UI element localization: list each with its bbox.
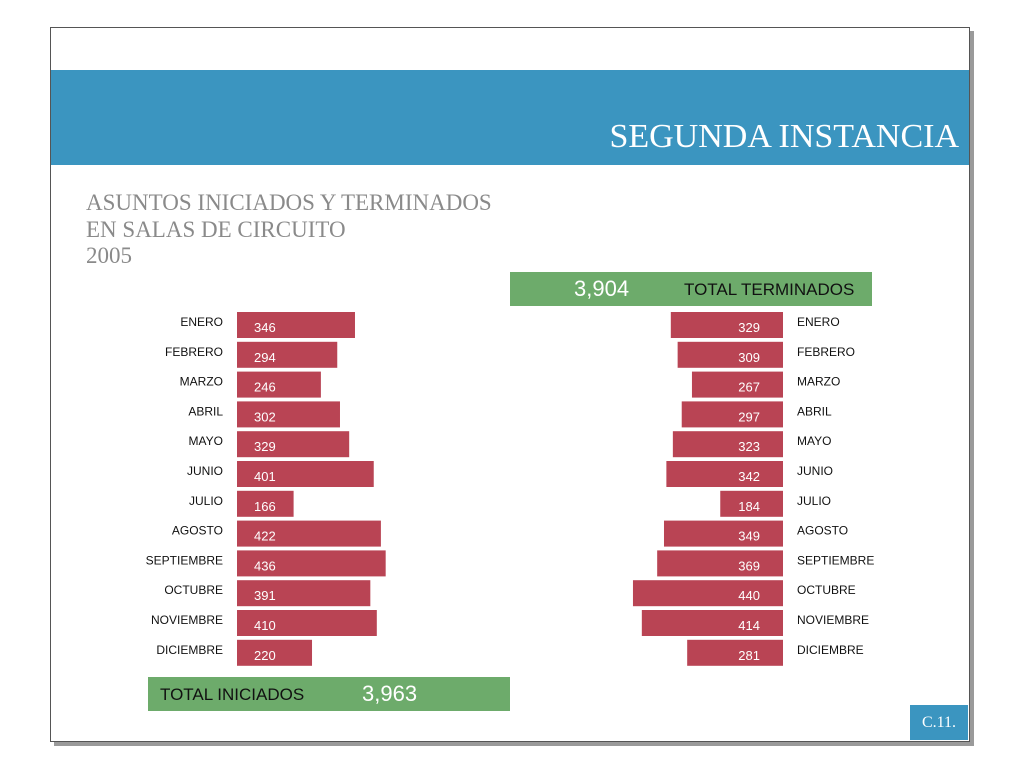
terminados-bar-septiembre [657, 550, 783, 577]
terminados-label-noviembre: NOVIEMBRE [797, 613, 869, 627]
terminados-bar-enero [670, 312, 783, 338]
chart-subtitle: ASUNTOS INICIADOS Y TERMINADOS EN SALAS … [86, 190, 492, 270]
iniciados-bar-marzo [237, 371, 321, 398]
iniciados-value-mayo: 329 [254, 439, 276, 454]
terminados-value-marzo: 267 [738, 380, 760, 395]
iniciados-value-enero: 346 [254, 320, 276, 335]
terminados-bar-julio [720, 490, 783, 517]
total-iniciados-box: TOTAL INICIADOS 3,963 [148, 677, 510, 711]
subtitle-line-2: EN SALAS DE CIRCUITO [86, 216, 346, 242]
title-banner: SEGUNDA INSTANCIA [51, 70, 969, 165]
iniciados-bar-julio [237, 490, 294, 517]
terminados-label-septiembre: SEPTIEMBRE [797, 553, 874, 567]
iniciados-label-enero: ENERO [180, 315, 223, 329]
iniciados-value-febrero: 294 [254, 350, 276, 365]
iniciados-bar-octubre [237, 580, 371, 607]
iniciados-label-noviembre: NOVIEMBRE [151, 613, 223, 627]
iniciados-value-marzo: 246 [254, 380, 276, 395]
terminados-value-octubre: 440 [738, 588, 760, 603]
iniciados-label-abril: ABRIL [188, 404, 223, 418]
subtitle-line-3: 2005 [86, 243, 132, 268]
iniciados-bar-enero [237, 312, 355, 338]
terminados-value-enero: 329 [738, 320, 760, 335]
iniciados-label-junio: JUNIO [187, 464, 223, 478]
iniciados-bar-agosto [237, 520, 381, 547]
page-number: C.11. [910, 705, 968, 740]
total-terminados-value: 3,904 [574, 276, 630, 301]
iniciados-bar-mayo [237, 431, 350, 458]
terminados-label-enero: ENERO [797, 315, 840, 329]
terminados-value-noviembre: 414 [738, 618, 760, 633]
terminados-value-julio: 184 [738, 499, 760, 514]
terminados-label-abril: ABRIL [797, 404, 832, 418]
terminados-label-junio: JUNIO [797, 464, 833, 478]
terminados-bar-abril [681, 401, 783, 428]
iniciados-label-septiembre: SEPTIEMBRE [146, 553, 223, 567]
iniciados-value-julio: 166 [254, 499, 276, 514]
terminados-value-diciembre: 281 [738, 648, 760, 663]
iniciados-label-julio: JULIO [189, 494, 223, 508]
iniciados-label-febrero: FEBRERO [165, 345, 223, 359]
terminados-bar-febrero [677, 341, 783, 368]
total-terminados-label: TOTAL TERMINADOS [684, 280, 855, 299]
iniciados-bar-diciembre [237, 639, 313, 666]
iniciados-bar-junio [237, 461, 374, 487]
terminados-bar-noviembre [641, 610, 783, 636]
terminados-value-mayo: 323 [738, 439, 760, 454]
total-iniciados-label: TOTAL INICIADOS [160, 685, 305, 704]
iniciados-value-septiembre: 436 [254, 558, 276, 573]
subtitle-line-1: ASUNTOS INICIADOS Y TERMINADOS [86, 190, 492, 215]
iniciados-bar-septiembre [237, 550, 386, 577]
iniciados-bar-febrero [237, 341, 338, 368]
terminados-label-marzo: MARZO [797, 375, 840, 389]
iniciados-label-agosto: AGOSTO [172, 524, 223, 538]
terminados-value-septiembre: 369 [738, 558, 760, 573]
terminados-value-febrero: 309 [738, 350, 760, 365]
terminados-bar-agosto [663, 520, 783, 547]
terminados-value-abril: 297 [738, 409, 760, 424]
iniciados-bar-abril [237, 401, 340, 428]
iniciados-value-abril: 302 [254, 409, 276, 424]
terminados-value-agosto: 349 [738, 529, 760, 544]
terminados-bar-octubre [632, 580, 783, 607]
terminados-label-diciembre: DICIEMBRE [797, 643, 864, 657]
iniciados-value-agosto: 422 [254, 529, 276, 544]
terminados-value-junio: 342 [738, 469, 760, 484]
page-title: SEGUNDA INSTANCIA [609, 118, 959, 155]
iniciados-bar-noviembre [237, 610, 377, 636]
iniciados-label-octubre: OCTUBRE [164, 583, 223, 597]
terminados-bar-mayo [672, 431, 783, 458]
terminados-bar-diciembre [687, 639, 783, 666]
iniciados-label-marzo: MARZO [180, 375, 223, 389]
iniciados-value-junio: 401 [254, 469, 276, 484]
iniciados-value-diciembre: 220 [254, 648, 276, 663]
terminados-label-julio: JULIO [797, 494, 831, 508]
terminados-bar-marzo [691, 371, 783, 398]
iniciados-label-mayo: MAYO [189, 434, 223, 448]
iniciados-label-diciembre: DICIEMBRE [156, 643, 223, 657]
terminados-label-mayo: MAYO [797, 434, 831, 448]
terminados-bar-junio [666, 461, 783, 487]
terminados-label-octubre: OCTUBRE [797, 583, 856, 597]
terminados-label-agosto: AGOSTO [797, 524, 848, 538]
iniciados-value-noviembre: 410 [254, 618, 276, 633]
total-iniciados-value: 3,963 [362, 681, 418, 706]
total-terminados-box: 3,904 TOTAL TERMINADOS [510, 272, 872, 306]
terminados-label-febrero: FEBRERO [797, 345, 855, 359]
iniciados-value-octubre: 391 [254, 588, 276, 603]
